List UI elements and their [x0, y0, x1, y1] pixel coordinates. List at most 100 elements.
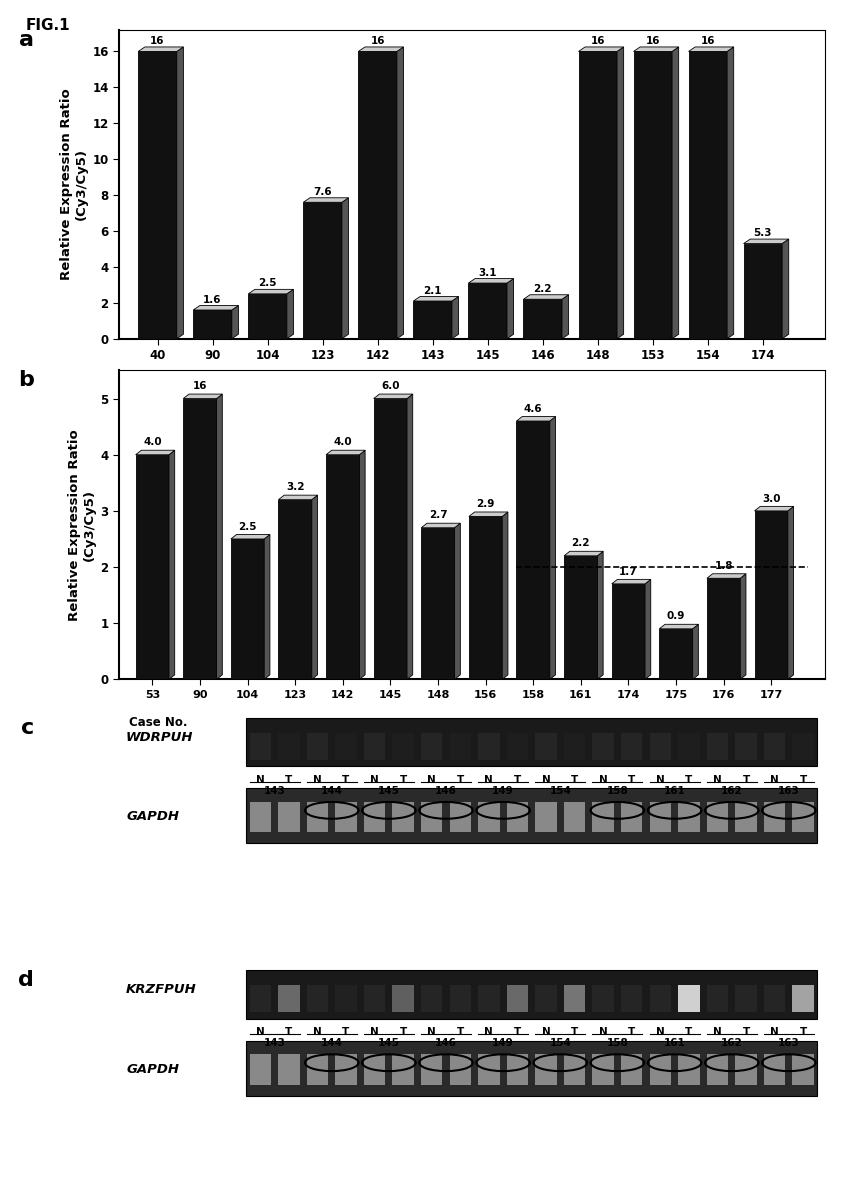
Text: N: N — [656, 775, 665, 785]
Bar — [393, 986, 414, 1012]
Bar — [421, 733, 443, 759]
Bar — [278, 986, 299, 1012]
Text: T: T — [400, 775, 407, 785]
Polygon shape — [455, 523, 461, 679]
Bar — [450, 733, 471, 759]
Text: N: N — [713, 1027, 722, 1037]
Text: N: N — [770, 1027, 779, 1037]
Bar — [248, 294, 286, 338]
Bar — [579, 51, 617, 338]
Text: N: N — [371, 775, 379, 785]
Bar — [536, 986, 557, 1012]
Bar — [612, 584, 645, 679]
Bar — [621, 733, 643, 759]
Text: T: T — [400, 1027, 407, 1037]
Bar — [307, 986, 328, 1012]
Y-axis label: Relative Expression Ratio
(Cy3/Cy5): Relative Expression Ratio (Cy3/Cy5) — [60, 89, 88, 280]
Text: T: T — [571, 1027, 578, 1037]
Bar — [450, 1055, 471, 1085]
Bar — [279, 500, 312, 679]
Polygon shape — [169, 450, 175, 679]
Polygon shape — [524, 294, 569, 299]
Bar — [706, 733, 728, 759]
Text: T: T — [343, 1027, 349, 1037]
Text: 2.5: 2.5 — [238, 521, 257, 532]
Polygon shape — [342, 197, 348, 338]
Polygon shape — [217, 393, 223, 679]
Bar — [660, 629, 693, 679]
Bar — [250, 1055, 271, 1085]
Text: T: T — [800, 775, 807, 785]
Bar — [564, 556, 598, 679]
Text: 16: 16 — [645, 36, 660, 47]
Polygon shape — [579, 47, 624, 51]
Polygon shape — [193, 305, 238, 310]
Y-axis label: Relative Expression Ratio
(Cy3/Cy5): Relative Expression Ratio (Cy3/Cy5) — [68, 429, 96, 621]
Bar — [536, 1055, 557, 1085]
Text: 154: 154 — [549, 1038, 571, 1049]
Bar — [450, 803, 471, 832]
Text: N: N — [428, 1027, 436, 1037]
Text: 16: 16 — [700, 36, 715, 47]
Text: 3.0: 3.0 — [762, 494, 780, 504]
Text: 149: 149 — [492, 786, 514, 797]
Bar — [764, 803, 785, 832]
Bar — [706, 986, 728, 1012]
Text: 145: 145 — [378, 786, 400, 797]
Polygon shape — [184, 393, 223, 398]
Bar — [649, 733, 671, 759]
Text: c: c — [21, 718, 34, 738]
Bar — [278, 1055, 299, 1085]
Text: 7.6: 7.6 — [314, 187, 332, 197]
Bar — [621, 1055, 643, 1085]
Text: 144: 144 — [320, 786, 343, 797]
Text: 4.6: 4.6 — [524, 404, 542, 414]
Text: 144: 144 — [320, 1038, 343, 1049]
Bar — [764, 733, 785, 759]
Bar — [468, 283, 507, 338]
Polygon shape — [507, 279, 513, 338]
Text: 5.3: 5.3 — [754, 228, 772, 238]
Bar — [193, 310, 232, 338]
Text: T: T — [456, 775, 464, 785]
Bar — [621, 986, 643, 1012]
Bar — [678, 986, 700, 1012]
Polygon shape — [286, 289, 293, 338]
Polygon shape — [598, 551, 604, 679]
Polygon shape — [407, 393, 413, 679]
Bar — [592, 1055, 614, 1085]
Text: 2.1: 2.1 — [423, 286, 442, 295]
Text: GAPDH: GAPDH — [126, 811, 179, 824]
Polygon shape — [788, 506, 794, 679]
Text: WDRPUH: WDRPUH — [126, 731, 194, 744]
Text: T: T — [571, 775, 578, 785]
Bar — [307, 803, 328, 832]
Polygon shape — [422, 523, 461, 527]
Text: T: T — [286, 775, 292, 785]
Bar — [592, 986, 614, 1012]
Bar — [507, 986, 528, 1012]
Bar — [564, 986, 586, 1012]
Polygon shape — [279, 495, 318, 500]
Text: 162: 162 — [721, 1038, 743, 1049]
Bar — [479, 803, 500, 832]
Polygon shape — [550, 416, 556, 679]
Text: 16: 16 — [591, 36, 605, 47]
Text: N: N — [313, 775, 322, 785]
Text: 149: 149 — [492, 1038, 514, 1049]
Bar — [707, 578, 740, 679]
Polygon shape — [740, 574, 746, 679]
Polygon shape — [660, 624, 699, 629]
Bar — [564, 803, 586, 832]
Bar — [507, 733, 528, 759]
Text: 16: 16 — [193, 382, 207, 391]
Bar — [359, 51, 397, 338]
Bar — [413, 301, 452, 338]
Polygon shape — [617, 47, 624, 338]
Polygon shape — [672, 47, 678, 338]
Polygon shape — [264, 535, 270, 679]
Text: 163: 163 — [778, 786, 800, 797]
Text: 2.2: 2.2 — [534, 283, 552, 294]
Bar — [744, 244, 782, 338]
Text: T: T — [343, 775, 349, 785]
